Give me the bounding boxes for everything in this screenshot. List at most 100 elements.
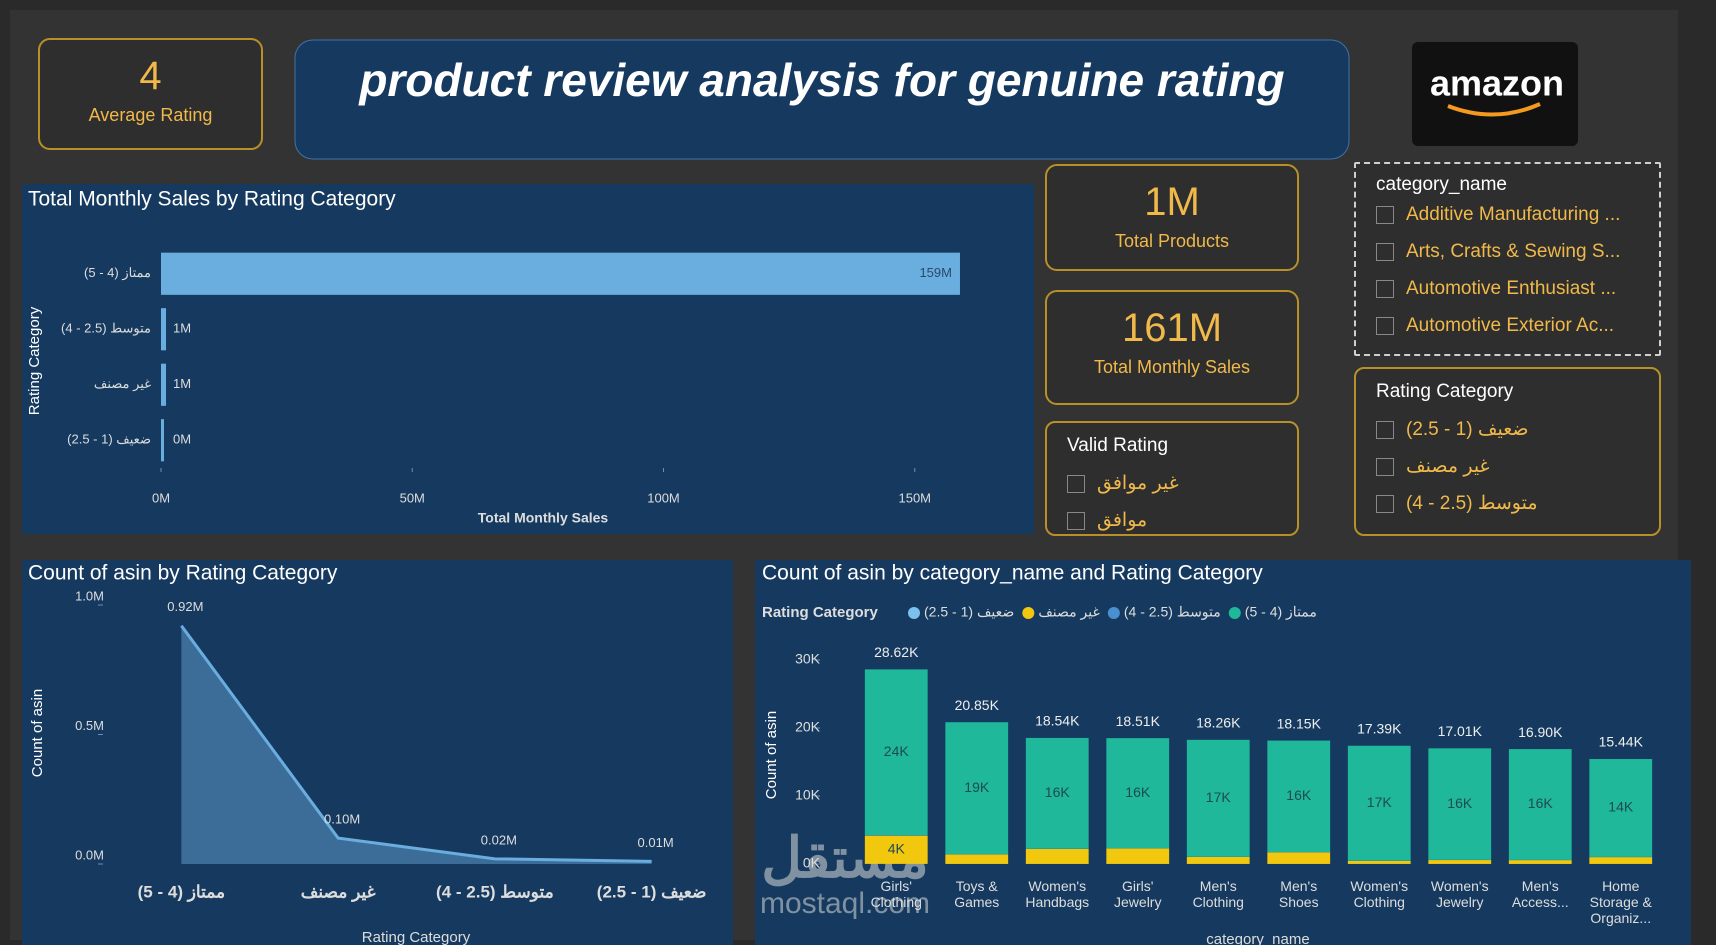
checkbox[interactable] (1376, 279, 1394, 298)
slicer-item[interactable]: Arts, Crafts & Sewing S... (1376, 233, 1639, 270)
total-label: 18.15K (1277, 715, 1322, 731)
data-label: 159M (919, 265, 952, 280)
slicer-item-label: Automotive Exterior Ac... (1406, 314, 1615, 336)
slicer-item-label: موافق (1097, 510, 1148, 531)
checkbox[interactable] (1376, 205, 1394, 224)
checkbox[interactable] (1376, 420, 1394, 439)
logo-smile (1447, 102, 1541, 117)
bar (161, 252, 960, 295)
bar-segment (1267, 852, 1331, 864)
legend-label: غير مصنف (1038, 604, 1100, 621)
bar-segment (1267, 740, 1331, 853)
slicer-item[interactable]: ضعيف (1 - 2.5) (1376, 411, 1639, 448)
x-tick-label: Women's Clothing (1350, 878, 1409, 910)
slicer-item[interactable]: Additive Manufacturing ... (1376, 196, 1639, 233)
x-tick-label: 150M (898, 490, 931, 505)
kpi-label: Total Monthly Sales (1093, 357, 1251, 377)
total-label: 28.62K (874, 644, 919, 660)
data-label: 0.02M (481, 832, 517, 847)
x-tick-label: Girls' Clothing (870, 878, 922, 910)
slicer-item[interactable]: متوسط (2.5 - 4) (1376, 485, 1639, 522)
bar-segment (864, 835, 928, 864)
legend-label: متوسط (2.5 - 4) (1124, 604, 1221, 621)
data-label: 0.01M (638, 835, 674, 850)
total-label: 15.44K (1599, 734, 1644, 750)
data-label: 16K (1447, 795, 1473, 811)
slicer[interactable]: Valid Rating غير موافق موافق (1045, 421, 1299, 536)
page-title: product review analysis for genuine rati… (357, 54, 1284, 106)
slicer-title: category_name (1376, 174, 1507, 195)
y-tick-label: 0K (803, 855, 821, 871)
bar-segment (1589, 759, 1653, 857)
slicer-item[interactable]: Automotive Enthusiast ... (1376, 270, 1639, 307)
y-tick-label: متوسط (2.5 - 4) (61, 321, 151, 337)
x-tick-label: 100M (647, 490, 680, 505)
slicer-item[interactable]: Automotive Exterior Ac... (1376, 307, 1639, 344)
checkbox[interactable] (1067, 474, 1085, 493)
x-tick-label: 0M (152, 490, 170, 505)
kpi-card: 4 Average Rating (38, 38, 263, 150)
data-label: 0M (173, 432, 191, 447)
y-tick-label: 0.5M (75, 718, 104, 733)
legend-swatch (1022, 607, 1035, 619)
bar-segment (1025, 737, 1089, 849)
checkbox[interactable] (1376, 457, 1394, 476)
slicer-item-label: Arts, Crafts & Sewing S... (1406, 240, 1621, 262)
bar-segment (1347, 745, 1411, 861)
y-tick-label: غير مصنف (94, 376, 151, 392)
panel (22, 560, 733, 945)
slicer-item[interactable]: موافق (1067, 502, 1277, 534)
x-tick-label: Men's Clothing (1192, 878, 1244, 910)
slicer-item-label: غير موافق (1097, 473, 1179, 494)
bar (161, 363, 167, 406)
chart-title: Count of asin by Rating Category (28, 562, 338, 585)
x-tick-label: Men's Access... (1511, 878, 1569, 910)
bar (161, 308, 167, 351)
total-label: 18.54K (1035, 713, 1080, 729)
y-tick-label: 10K (795, 787, 821, 803)
data-label: 17K (1367, 794, 1393, 810)
legend-title: Rating Category (762, 604, 879, 621)
chart-title: Total Monthly Sales by Rating Category (28, 188, 396, 211)
bar-segment (1508, 749, 1572, 860)
data-label: 0.92M (167, 599, 203, 614)
data-label: 4K (888, 840, 906, 856)
kpi-label: Average Rating (88, 105, 213, 125)
data-label: 16K (1286, 787, 1312, 803)
bar-segment (1428, 748, 1492, 860)
slicer-item-label: ضعيف (1 - 2.5) (1406, 419, 1529, 440)
total-label: 16.90K (1518, 724, 1563, 740)
data-label: 0.10M (324, 812, 360, 827)
axis-title: Count of asin (29, 689, 46, 777)
y-tick-label: 30K (795, 651, 821, 667)
area (181, 625, 652, 864)
x-tick-label: Home Storage & Organiz... (1589, 878, 1652, 926)
checkbox[interactable] (1376, 316, 1394, 335)
x-tick-label: ضعيف (1 - 2.5) (597, 882, 707, 901)
data-label: 17K (1206, 789, 1232, 805)
data-label: 14K (1608, 799, 1634, 815)
total-label: 20.85K (955, 697, 1000, 713)
legend-swatch (1228, 607, 1241, 619)
axis-title: category_name (1206, 931, 1309, 945)
checkbox[interactable] (1376, 242, 1394, 261)
bar-segment (1589, 857, 1653, 864)
bar (161, 419, 164, 462)
title-banner (294, 39, 1350, 160)
checkbox[interactable] (1376, 494, 1394, 513)
slicer-item-label: غير مصنف (1406, 456, 1490, 477)
chart-title: Count of asin by category_name and Ratin… (762, 562, 1263, 585)
slicer[interactable]: Rating Category ضعيف (1 - 2.5) غير مصنف متو… (1354, 367, 1661, 536)
slicer-item[interactable]: غير موافق (1067, 465, 1277, 502)
kpi-value: 1M (1144, 180, 1200, 224)
slicer-item[interactable]: غير مصنف (1376, 448, 1639, 485)
checkbox[interactable] (1067, 511, 1085, 530)
data-label: 16K (1125, 784, 1151, 800)
data-label: 19K (964, 779, 990, 795)
axis-title: Rating Category (26, 306, 43, 415)
slicer-item-label: متوسط (2.5 - 4) (1406, 493, 1538, 514)
x-tick-label: Women's Jewelry (1430, 878, 1489, 910)
logo-box (1412, 42, 1578, 146)
total-label: 18.51K (1116, 713, 1161, 729)
slicer[interactable]: category_name Additive Manufacturing ... A… (1354, 162, 1661, 356)
